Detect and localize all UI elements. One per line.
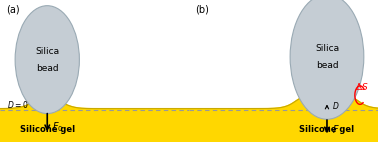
Text: bead: bead — [316, 61, 338, 70]
Text: $D$: $D$ — [332, 100, 339, 111]
Text: $\Delta S$: $\Delta S$ — [355, 81, 369, 92]
Text: (b): (b) — [195, 4, 209, 14]
Text: Silicone gel: Silicone gel — [299, 125, 355, 134]
Ellipse shape — [290, 0, 364, 119]
Text: (a): (a) — [6, 4, 19, 14]
Text: Silica: Silica — [315, 44, 339, 53]
Ellipse shape — [15, 6, 79, 114]
Text: Silicone gel: Silicone gel — [20, 125, 75, 134]
Text: $F_0$: $F_0$ — [52, 120, 64, 134]
Polygon shape — [0, 97, 189, 142]
Text: Silica: Silica — [35, 47, 59, 56]
Polygon shape — [189, 66, 378, 142]
Text: bead: bead — [36, 64, 59, 73]
Text: $F$: $F$ — [332, 123, 339, 135]
Text: $D = 0$: $D = 0$ — [6, 99, 28, 110]
